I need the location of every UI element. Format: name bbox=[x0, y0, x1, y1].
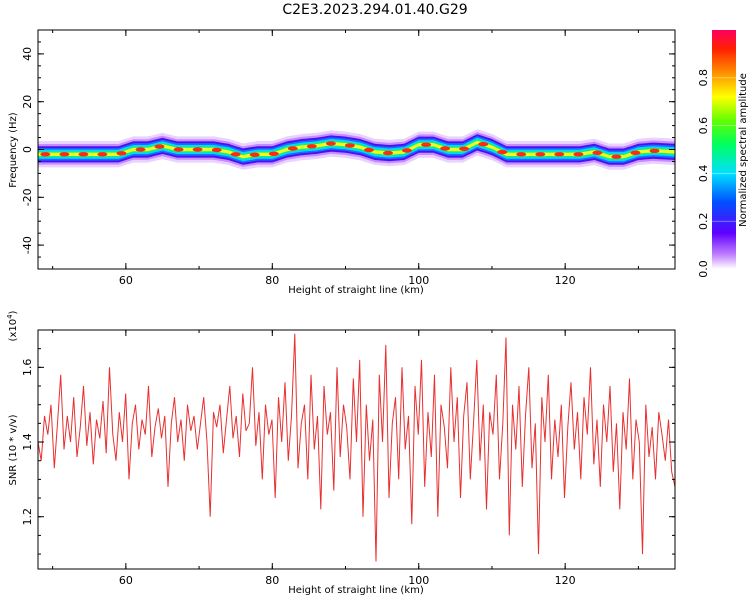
spectrogram-ridge bbox=[38, 129, 675, 170]
snr-y-tick-label: 1.2 bbox=[21, 508, 34, 526]
spectrogram-hotspot bbox=[325, 141, 336, 146]
snr-y-tick-label: 1.4 bbox=[21, 433, 34, 451]
spectrogram-hotspot bbox=[630, 150, 641, 155]
snr-panel: 60 80 100 120 1.6 1.4 1.2 Height of straight l… bbox=[6, 310, 676, 596]
spectrogram-hotspot bbox=[78, 152, 89, 157]
spectrogram-hotspot bbox=[97, 152, 108, 157]
spectrogram-y-tick-label: 0 bbox=[21, 146, 34, 153]
spectrogram-y-tick-label: 20 bbox=[21, 95, 34, 109]
spectrogram-hotspot bbox=[173, 147, 184, 152]
spectrogram-hotspot bbox=[344, 143, 355, 148]
spectrogram-hotspot bbox=[554, 152, 565, 157]
chart-title: C2E3.2023.294.01.40.G29 bbox=[282, 2, 468, 18]
spectrogram-hotspot bbox=[592, 150, 603, 155]
snr-ticks: 60 80 100 120 1.6 1.4 1.2 bbox=[21, 330, 675, 587]
spectrogram-hotspot bbox=[135, 147, 146, 152]
colorbar-tick-label: 0.8 bbox=[697, 69, 710, 87]
spectrogram-x-label: Height of straight line (km) bbox=[288, 285, 424, 296]
spectrogram-x-tick-label: 100 bbox=[408, 274, 429, 287]
spectrogram-x-tick-label: 120 bbox=[555, 274, 576, 287]
snr-series-line bbox=[38, 333, 675, 562]
colorbar-label: Normalized spectral amplitude bbox=[738, 73, 749, 227]
snr-multiplier: (x104) bbox=[6, 310, 19, 341]
snr-x-tick-label: 60 bbox=[119, 574, 133, 587]
spectrogram-hotspot bbox=[497, 149, 508, 155]
spectrogram-hotspot bbox=[402, 148, 412, 153]
snr-multiplier-exponent: 4 bbox=[6, 314, 14, 319]
spectrogram-hotspot bbox=[211, 147, 222, 153]
spectrogram-hotspot bbox=[363, 147, 374, 153]
snr-x-tick-label: 80 bbox=[265, 574, 279, 587]
spectrogram-hotspot bbox=[459, 146, 470, 151]
spectrogram-x-tick-label: 60 bbox=[119, 274, 133, 287]
snr-x-label: Height of straight line (km) bbox=[288, 585, 424, 596]
spectrogram-hotspot bbox=[306, 144, 317, 149]
spectrogram-band-yellow bbox=[38, 140, 675, 159]
colorbar-ticks: 0.0 0.2 0.4 0.6 0.8 bbox=[697, 69, 736, 278]
spectrogram-y-label: Frequency (Hz) bbox=[8, 112, 19, 188]
spectrogram-hotspot bbox=[516, 152, 527, 157]
spectrogram-hotspot bbox=[192, 147, 203, 152]
spectrogram-y-tick-label: -20 bbox=[21, 188, 34, 206]
spectrogram-hotspot bbox=[59, 152, 70, 157]
spectrogram-y-tick-label: -40 bbox=[21, 236, 34, 254]
spectrogram-hotspot bbox=[383, 150, 393, 156]
spectrogram-hotspot bbox=[440, 146, 451, 151]
spectrogram-hotspot bbox=[268, 151, 279, 156]
spectrogram-y-tick-label: 40 bbox=[21, 47, 34, 61]
spectrogram-hotspot bbox=[611, 154, 622, 159]
snr-y-label: SNR (10 * v/v) bbox=[8, 414, 19, 485]
colorbar-gradient bbox=[712, 30, 736, 269]
colorbar-tick-label: 0.4 bbox=[697, 165, 710, 183]
spectrogram-x-tick-label: 80 bbox=[265, 274, 279, 287]
colorbar-tick-label: 0.0 bbox=[697, 260, 710, 278]
spectrogram-hotspot bbox=[287, 146, 298, 151]
spectrogram-hotspot bbox=[154, 144, 165, 149]
spectrogram-hotspot bbox=[230, 152, 241, 157]
spectrogram-hotspot bbox=[478, 142, 489, 147]
snr-y-tick-label: 1.6 bbox=[21, 359, 34, 377]
spectrogram-hotspot bbox=[116, 151, 127, 156]
colorbar-tick-label: 0.6 bbox=[697, 117, 710, 135]
colorbar-tick-label: 0.2 bbox=[697, 212, 710, 230]
spectrogram-hotspot bbox=[573, 152, 584, 157]
snr-x-tick-label: 120 bbox=[555, 574, 576, 587]
spectrogram-ticks: 60 80 100 120 40 20 0 -20 -40 bbox=[21, 29, 675, 287]
colorbar: 0.0 0.2 0.4 0.6 0.8 Normalized spectral ampl… bbox=[697, 30, 749, 278]
snr-x-tick-label: 100 bbox=[408, 574, 429, 587]
spectrogram-hotspot bbox=[649, 148, 660, 153]
snr-frame bbox=[37, 329, 676, 570]
spectrogram-hotspot bbox=[535, 152, 546, 157]
spectrogram-hotspot bbox=[421, 142, 432, 147]
spectrogram-panel: 60 80 100 120 40 20 0 -20 -40 Height of straight… bbox=[8, 29, 676, 296]
spectrogram-hotspot bbox=[249, 152, 260, 157]
spectrogram-hotspot bbox=[40, 152, 51, 157]
